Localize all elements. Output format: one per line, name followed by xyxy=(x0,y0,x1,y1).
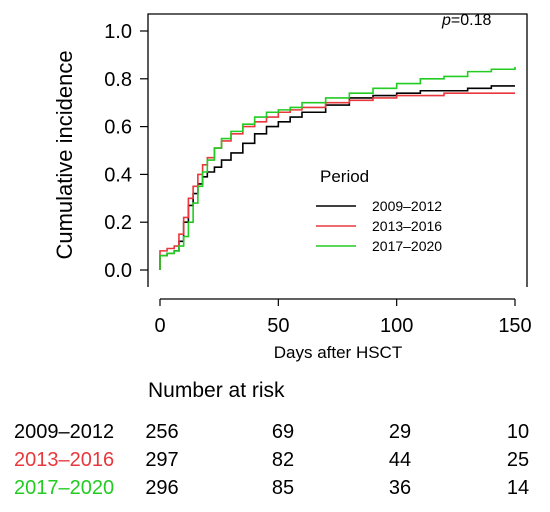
y-tick-label: 0.6 xyxy=(104,117,132,139)
legend-title: Period xyxy=(320,167,369,186)
y-tick-label: 0.0 xyxy=(104,260,132,282)
risk-count: 25 xyxy=(506,449,530,471)
x-tick-label: 150 xyxy=(498,315,531,337)
y-tick-label: 0.4 xyxy=(104,164,132,186)
risk-count: 14 xyxy=(506,477,530,499)
y-tick-label: 1.0 xyxy=(104,21,132,43)
risk-row: 2009–2012 256 69 29 10 xyxy=(0,421,550,447)
risk-count: 44 xyxy=(388,449,412,471)
plot-border xyxy=(147,13,528,287)
risk-count: 69 xyxy=(271,421,295,443)
p-value-text: =0.18 xyxy=(451,12,492,29)
cumulative-incidence-chart: 0.0 0.2 0.4 0.6 0.8 1.0 0 50 100 150 Period2009–… xyxy=(52,12,532,362)
legend-label: 2013–2016 xyxy=(372,218,442,234)
y-axis: 0.0 0.2 0.4 0.6 0.8 1.0 xyxy=(104,21,148,282)
risk-count: 256 xyxy=(145,421,179,443)
risk-row: 2017–2020 296 85 36 14 xyxy=(0,477,550,503)
x-axis: 0 50 100 150 xyxy=(154,298,532,337)
p-value-annotation: p=0.18 xyxy=(441,12,491,29)
series-layer xyxy=(159,66,516,270)
x-tick-label: 100 xyxy=(380,315,413,337)
risk-row: 2013–2016 297 82 44 25 xyxy=(0,449,550,475)
risk-count: 296 xyxy=(145,477,179,499)
plot-frame xyxy=(147,13,528,287)
risk-row-label: 2017–2020 xyxy=(14,477,115,499)
risk-count: 10 xyxy=(506,421,530,443)
series-line-2 xyxy=(159,92,515,270)
x-tick-label: 50 xyxy=(267,315,289,337)
x-tick-label: 0 xyxy=(154,315,165,337)
risk-count: 82 xyxy=(271,449,295,471)
p-value-var: p xyxy=(441,12,451,29)
legend-label: 2017–2020 xyxy=(372,238,442,254)
y-axis-title: Cumulative incidence xyxy=(52,50,77,259)
risk-row-label: 2009–2012 xyxy=(14,421,115,443)
legend-label: 2009–2012 xyxy=(372,198,442,214)
y-tick-label: 0.2 xyxy=(104,212,132,234)
risk-count: 85 xyxy=(271,477,295,499)
risk-row-label: 2013–2016 xyxy=(14,449,115,471)
risk-count: 29 xyxy=(388,421,412,443)
risk-count: 297 xyxy=(145,449,179,471)
risk-table-title: Number at risk xyxy=(148,379,285,402)
series-line-3 xyxy=(159,66,516,270)
x-axis-title: Days after HSCT xyxy=(274,343,402,362)
risk-count: 36 xyxy=(388,477,412,499)
y-tick-label: 0.8 xyxy=(104,69,132,91)
